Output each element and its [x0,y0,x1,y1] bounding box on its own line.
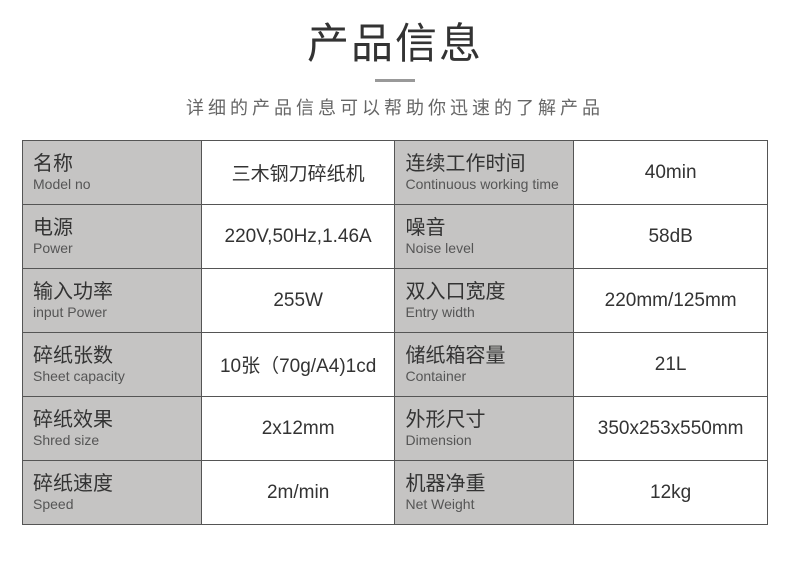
label-cn: 电源 [33,216,191,240]
table-row: 输入功率 input Power 255W 双入口宽度 Entry width … [23,269,768,333]
label-en: Entry width [405,304,563,321]
label-en: Shred size [33,432,191,449]
label-cell: 储纸箱容量 Container [395,333,574,397]
label-en: Sheet capacity [33,368,191,385]
value-cell: 255W [201,269,395,333]
spec-table: 名称 Model no 三木钢刀碎纸机 连续工作时间 Continuous wo… [22,140,768,525]
table-row: 碎纸张数 Sheet capacity 10张（70g/A4)1cd 储纸箱容量… [23,333,768,397]
label-cell: 机器净重 Net Weight [395,461,574,525]
table-row: 碎纸效果 Shred size 2x12mm 外形尺寸 Dimension 35… [23,397,768,461]
label-cn: 名称 [33,152,191,176]
label-cn: 外形尺寸 [405,408,563,432]
value-cell: 12kg [574,461,768,525]
label-cn: 碎纸张数 [33,344,191,368]
spec-table-body: 名称 Model no 三木钢刀碎纸机 连续工作时间 Continuous wo… [23,141,768,525]
label-cell: 名称 Model no [23,141,202,205]
label-cn: 连续工作时间 [405,152,563,176]
value-cell: 58dB [574,205,768,269]
label-en: Power [33,240,191,257]
label-cell: 输入功率 input Power [23,269,202,333]
label-cell: 电源 Power [23,205,202,269]
value-cell: 350x253x550mm [574,397,768,461]
value-cell: 21L [574,333,768,397]
label-en: Dimension [405,432,563,449]
value-cell: 2x12mm [201,397,395,461]
label-cell: 双入口宽度 Entry width [395,269,574,333]
table-row: 碎纸速度 Speed 2m/min 机器净重 Net Weight 12kg [23,461,768,525]
label-cn: 双入口宽度 [405,280,563,304]
label-en: Continuous working time [405,176,563,193]
table-row: 电源 Power 220V,50Hz,1.46A 噪音 Noise level … [23,205,768,269]
label-cn: 储纸箱容量 [405,344,563,368]
label-en: Net Weight [405,496,563,513]
page-title: 产品信息 [0,10,790,71]
label-cell: 碎纸效果 Shred size [23,397,202,461]
label-cn: 碎纸速度 [33,472,191,496]
page-subtitle: 详细的产品信息可以帮助你迅速的了解产品 [0,94,790,120]
label-cn: 碎纸效果 [33,408,191,432]
label-en: Noise level [405,240,563,257]
label-en: Speed [33,496,191,513]
title-divider [375,79,415,82]
label-en: input Power [33,304,191,321]
label-cell: 噪音 Noise level [395,205,574,269]
label-cell: 连续工作时间 Continuous working time [395,141,574,205]
table-row: 名称 Model no 三木钢刀碎纸机 连续工作时间 Continuous wo… [23,141,768,205]
value-cell: 10张（70g/A4)1cd [201,333,395,397]
product-info-container: 产品信息 详细的产品信息可以帮助你迅速的了解产品 名称 Model no 三木钢… [0,10,790,525]
label-cell: 碎纸张数 Sheet capacity [23,333,202,397]
label-en: Container [405,368,563,385]
value-cell: 40min [574,141,768,205]
label-cell: 碎纸速度 Speed [23,461,202,525]
label-cn: 机器净重 [405,472,563,496]
label-en: Model no [33,176,191,193]
value-cell: 2m/min [201,461,395,525]
value-cell: 220V,50Hz,1.46A [201,205,395,269]
value-cell: 三木钢刀碎纸机 [201,141,395,205]
label-cell: 外形尺寸 Dimension [395,397,574,461]
label-cn: 输入功率 [33,280,191,304]
value-cell: 220mm/125mm [574,269,768,333]
label-cn: 噪音 [405,216,563,240]
